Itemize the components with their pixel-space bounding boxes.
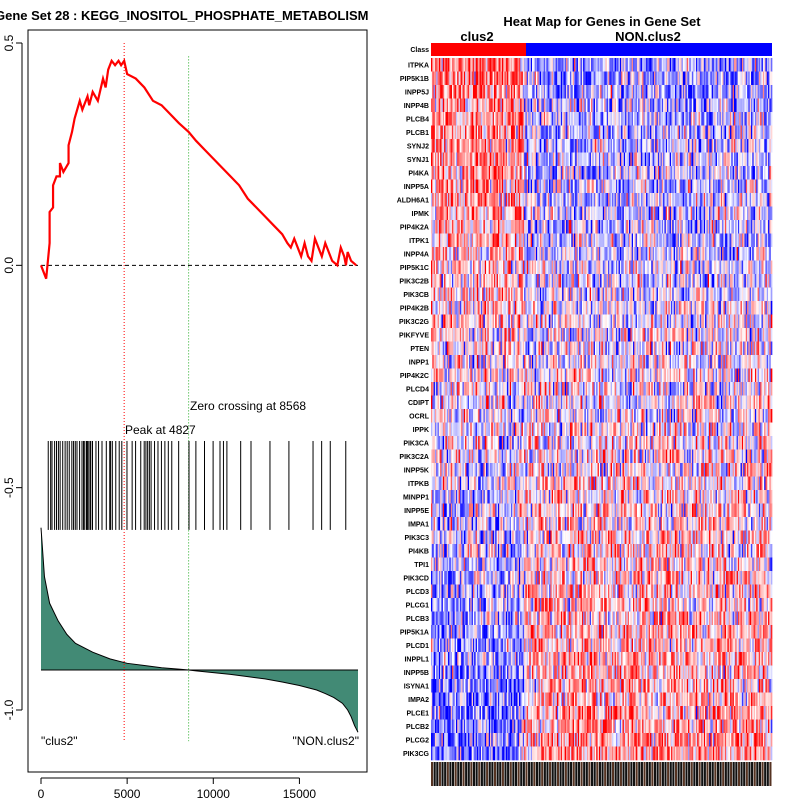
heatmap-gene-label: PIK3CG [403, 751, 430, 758]
heatmap-gene-label: INPP4A [404, 251, 429, 258]
heatmap-gene-label: PLCB4 [406, 116, 429, 123]
heatmap-cell [771, 126, 773, 140]
heatmap-gene-label: PIP4K2B [400, 305, 429, 312]
heatmap-gene-label: PIK3C2B [399, 278, 429, 285]
heatmap-cell [771, 153, 773, 167]
heatmap-gene-label: PLCD1 [406, 643, 429, 650]
heatmap-gene-label: SYNJ2 [407, 143, 429, 150]
heatmap-gene-label: INPP5J [405, 89, 429, 96]
heatmap-gene-label: ISYNA1 [404, 683, 429, 690]
heatmap-gene-label: PLCB3 [406, 616, 429, 623]
heatmap-gene-label: PIK3C2G [399, 319, 430, 326]
ranked-metric-line [41, 528, 358, 733]
heatmap-gene-label: IMPA2 [408, 697, 429, 704]
heatmap-cell [771, 247, 773, 261]
left-class-label: "clus2" [41, 734, 78, 748]
class-right-label: NON.clus2 [615, 29, 681, 44]
class-bar-clus2 [431, 43, 526, 56]
heatmap-panel: Heat Map for Genes in Gene Set clus2 NON… [397, 14, 773, 786]
heatmap-gene-label: TPI1 [414, 562, 429, 569]
class-left-label: clus2 [460, 29, 493, 44]
heatmap-gene-label: PIK3C2A [399, 454, 429, 461]
heatmap-gene-label: OCRL [409, 413, 430, 420]
y-tick-label: -1.0 [2, 699, 16, 720]
enrichment-plot-panel: Gene Set 28 : KEGG_INOSITOL_PHOSPHATE_ME… [0, 8, 368, 800]
x-tick-label: 0 [38, 787, 45, 800]
peak-label: Peak at 4827 [125, 423, 196, 437]
heatmap-gene-label: PLCD3 [406, 589, 429, 596]
heatmap-gene-label: ITPKA [408, 62, 429, 69]
heatmap-gene-label: PIK3CD [403, 575, 429, 582]
heatmap-gene-label: PIP5K1C [400, 265, 429, 272]
heatmap-gene-label: INPPL1 [404, 656, 429, 663]
x-tick-label: 10000 [197, 787, 231, 800]
heatmap-gene-label: INPP5K [404, 467, 429, 474]
heatmap-gene-label: PIK3CA [403, 440, 429, 447]
heatmap-gene-label: PIP4K2C [400, 373, 429, 380]
heatmap-gene-label: PLCE1 [406, 710, 429, 717]
enrichment-plot-marks [41, 43, 358, 741]
heatmap-gene-label: CDIPT [408, 400, 430, 407]
heatmap-gene-label: IPMK [412, 211, 430, 218]
heatmap-cell [771, 112, 773, 126]
heatmap-cell [771, 72, 773, 86]
heatmap-gene-label: PLCB2 [406, 724, 429, 731]
heatmap-cell [771, 99, 773, 113]
heatmap-gene-label: PLCG2 [406, 737, 429, 744]
running-enrichment-score-line [41, 61, 356, 279]
heatmap-gene-label: PIK3CB [403, 292, 429, 299]
heatmap-cell [771, 261, 773, 275]
heatmap-cell [771, 139, 773, 153]
heatmap-gene-label: ITPK1 [409, 238, 429, 245]
heatmap-cell [771, 274, 773, 288]
x-tick-label: 5000 [114, 787, 141, 800]
heatmap-gene-label: PIP5K1A [400, 629, 429, 636]
heatmap-cell [771, 234, 773, 248]
y-tick-label: 0.0 [2, 257, 16, 274]
heatmap-gene-label: PLCB1 [406, 130, 429, 137]
heatmap-cell [771, 85, 773, 99]
heatmap-gene-label: INPP4B [404, 103, 429, 110]
heatmap-title: Heat Map for Genes in Gene Set [503, 14, 701, 29]
heatmap-gene-label: PLCG1 [406, 602, 429, 609]
heatmap-gene-label: PIKFYVE [399, 332, 429, 339]
heatmap-gene-label: PI4KB [408, 548, 429, 555]
y-tick-label: 0.5 [2, 34, 16, 51]
ranked-metric-area [41, 528, 358, 733]
heatmap-gene-label: INPP1 [409, 359, 429, 366]
heatmap-cell [771, 288, 773, 302]
class-row-label: Class [410, 47, 429, 54]
heatmap-cell [771, 220, 773, 234]
y-tick-label: -0.5 [2, 477, 16, 498]
heatmap-gene-label: PIP5K1B [400, 76, 429, 83]
heatmap-gene-label: ITPKB [408, 481, 429, 488]
heatmap-gene-label: PIK3C3 [404, 535, 429, 542]
heatmap-cell [771, 166, 773, 180]
heatmap-gene-label: ALDH6A1 [397, 197, 429, 204]
zero-crossing-label: Zero crossing at 8568 [190, 399, 306, 413]
heatmap-gene-label: PTEN [410, 346, 429, 353]
heatmap-gene-labels: ITPKA PIP5K1B INPP5J INPP4B PLCB4 PLCB1 SYNJ2 S… [397, 62, 430, 758]
heatmap-gene-label: PLCD4 [406, 386, 429, 393]
heatmap-gene-label: INPP5E [404, 508, 429, 515]
heatmap-gene-label: PIP4K2A [400, 224, 429, 231]
heatmap-gene-label: IPPK [413, 427, 429, 434]
heatmap-gene-label: MINPP1 [403, 494, 429, 501]
heatmap-gene-label: INPP5B [404, 670, 429, 677]
class-bar-non-clus2 [526, 43, 772, 56]
heatmap-cell [771, 58, 773, 72]
x-tick-label: 15000 [283, 787, 317, 800]
heatmap-gene-label: SYNJ1 [407, 157, 429, 164]
enrichment-plot-title: Gene Set 28 : KEGG_INOSITOL_PHOSPHATE_ME… [0, 8, 368, 23]
heatmap-gene-label: INPP5A [404, 184, 429, 191]
heatmap-gene-label: PI4KA [408, 170, 429, 177]
heatmap-cell [771, 193, 773, 207]
heatmap-cell [771, 180, 773, 194]
right-class-label: "NON.clus2" [292, 734, 359, 748]
heatmap-cells [431, 58, 772, 760]
enrichment-plot-axes: 0 5000 10000 15000 0.5 0.0 -0.5 -1.0 [2, 34, 316, 800]
heatmap-cell [771, 207, 773, 221]
heatmap-gene-label: IMPA1 [408, 521, 429, 528]
